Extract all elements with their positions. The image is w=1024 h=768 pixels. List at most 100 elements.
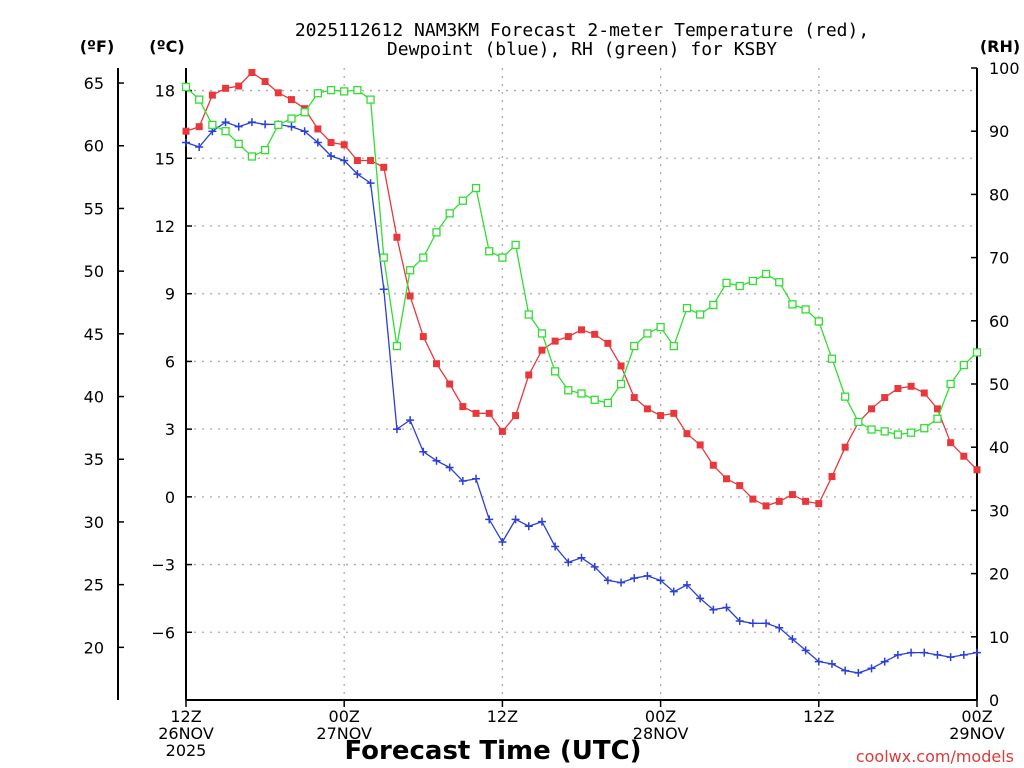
data-point: [709, 300, 718, 310]
fahrenheit-tick-label: 30: [84, 513, 104, 532]
data-point: [775, 623, 784, 632]
data-point: [735, 617, 744, 625]
x-axis-label: Forecast Time (UTC): [344, 736, 641, 766]
fahrenheit-tick-label: 65: [84, 74, 104, 93]
celsius-axis: 18 15 12 9 6 3 0 −3 −6: [151, 82, 192, 642]
data-point: [590, 395, 599, 404]
series-2-meter-temperature: [182, 69, 981, 510]
data-point: [617, 362, 625, 370]
data-point: [709, 461, 717, 469]
data-point: [471, 183, 481, 193]
data-point: [946, 379, 955, 389]
fahrenheit-tick-label: 55: [84, 199, 104, 218]
data-point: [669, 587, 678, 596]
data-point: [313, 89, 322, 98]
data-point: [893, 430, 903, 439]
data-point: [722, 603, 731, 612]
rh-tick-label: 100: [989, 59, 1020, 78]
data-point: [801, 305, 810, 314]
data-point: [788, 300, 797, 309]
data-point: [696, 594, 705, 603]
data-point: [459, 403, 467, 411]
time-tick-label: 2025: [166, 741, 207, 760]
data-point: [656, 576, 665, 585]
data-point: [537, 517, 546, 526]
rh-tick-label: 10: [989, 628, 1009, 647]
time-tick-label: 12Z: [487, 707, 518, 726]
time-tick-label: 12Z: [170, 707, 201, 726]
data-point: [709, 605, 718, 614]
chart-title: 2025112612 NAM3KM Forecast 2-meter Tempe…: [295, 20, 869, 60]
data-point: [340, 156, 349, 165]
data-point: [379, 253, 388, 262]
data-point: [630, 394, 638, 402]
data-point: [643, 405, 651, 413]
series-rh: [181, 82, 982, 439]
data-point: [880, 427, 889, 436]
data-point: [973, 648, 981, 657]
data-point: [933, 414, 942, 423]
data-point: [630, 574, 639, 583]
time-tick-label: 00Z: [329, 707, 360, 726]
data-point: [748, 619, 757, 628]
data-point: [880, 657, 889, 666]
fahrenheit-tick-label: 20: [84, 638, 104, 657]
axes: [117, 68, 978, 701]
data-point: [802, 497, 810, 505]
data-point: [801, 646, 810, 655]
data-point: [419, 333, 427, 341]
data-point: [696, 441, 704, 449]
data-point: [419, 253, 428, 262]
data-point: [392, 341, 402, 351]
data-point: [669, 341, 678, 351]
data-point: [788, 635, 797, 644]
data-point: [432, 228, 441, 237]
fahrenheit-tick-label: 50: [84, 262, 104, 281]
fahrenheit-tick-label: 60: [84, 137, 104, 156]
data-point: [287, 114, 296, 123]
data-point: [485, 515, 494, 524]
data-point: [195, 95, 204, 104]
credit-label: coolwx.com/models: [856, 747, 1014, 766]
data-point: [643, 329, 652, 338]
celsius-tick-label: 15: [155, 149, 175, 168]
celsius-tick-label: 0: [165, 488, 175, 507]
data-point: [814, 657, 823, 666]
data-point: [313, 138, 322, 147]
data-point: [893, 650, 902, 659]
time-tick-label: 00Z: [961, 707, 992, 726]
data-point: [380, 163, 388, 171]
data-point: [419, 447, 428, 456]
data-point: [314, 125, 322, 133]
data-point: [841, 666, 850, 675]
data-point: [590, 562, 599, 571]
celsius-tick-label: 12: [155, 217, 175, 236]
data-point: [512, 412, 520, 420]
data-point: [287, 96, 295, 104]
data-point: [920, 389, 928, 397]
rh-tick-label: 70: [989, 249, 1009, 268]
data-point: [827, 659, 836, 668]
data-point: [300, 108, 309, 117]
data-point: [525, 371, 533, 379]
data-point: [248, 69, 256, 77]
time-tick-label: 00Z: [645, 707, 676, 726]
rh-tick-label: 30: [989, 501, 1009, 520]
data-point: [260, 146, 270, 155]
data-point: [603, 398, 613, 408]
data-point: [959, 650, 968, 659]
data-point: [854, 417, 863, 427]
data-point: [894, 385, 902, 393]
data-point: [630, 341, 639, 351]
data-point: [960, 452, 968, 460]
rh-tick-label: 0: [989, 691, 999, 710]
celsius-tick-label: 18: [155, 82, 175, 101]
data-point: [538, 346, 546, 354]
data-point: [682, 304, 692, 313]
data-point: [906, 428, 916, 437]
rh-axis: 0 10 20 30 40 50 60 70 80 90 100: [971, 59, 1020, 710]
data-point: [221, 118, 230, 127]
data-point: [182, 138, 190, 147]
data-point: [511, 240, 520, 250]
data-point: [181, 82, 191, 92]
